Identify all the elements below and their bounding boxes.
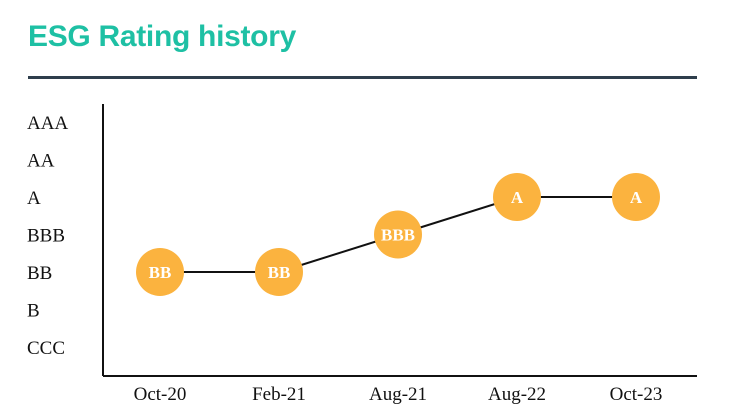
data-point [255,248,303,296]
data-label: BBB [381,226,415,245]
x-tick-label: Oct-20 [134,384,187,405]
data-point [136,248,184,296]
title-divider [28,76,697,79]
data-point [612,173,660,221]
data-point [493,173,541,221]
x-tick-label: Aug-21 [369,384,427,405]
y-tick-label: A [27,188,41,209]
data-label: A [630,188,643,207]
x-tick-label: Feb-21 [252,384,306,405]
data-label: BB [268,263,291,282]
x-tick-label: Aug-22 [488,384,546,405]
y-tick-label: BBB [27,226,65,247]
data-point [374,210,422,259]
y-tick-label: AA [27,151,55,172]
data-label: A [511,188,524,207]
x-tick-label: Oct-23 [610,384,663,405]
y-tick-label: BB [27,263,52,284]
chart-title: ESG Rating history [28,20,296,53]
y-tick-label: CCC [27,338,65,359]
data-label: BB [149,263,172,282]
y-tick-label: AAA [27,113,68,134]
chart-axes [102,104,697,377]
y-tick-label: B [27,301,40,322]
x-axis-tick-labels: Oct-20 Feb-21 Aug-21 Aug-22 Oct-23 [134,384,663,405]
